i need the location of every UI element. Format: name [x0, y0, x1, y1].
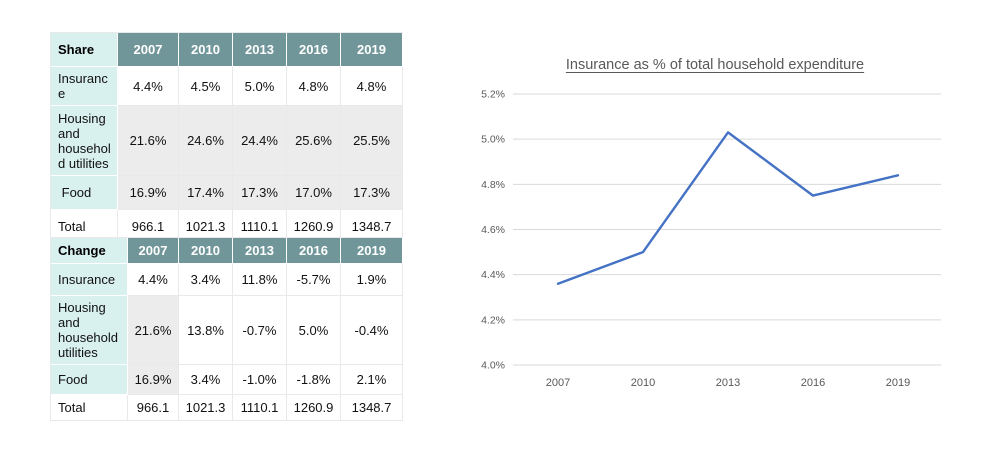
value-cell: 16.9%	[118, 176, 179, 210]
year-header-cell: 2019	[341, 33, 403, 67]
value-cell: 1.9%	[341, 264, 403, 296]
share-table: Share 2007 2010 2013 2016 2019 Insurance 4.4% 4.…	[50, 32, 403, 244]
value-cell: 24.6%	[179, 106, 233, 176]
value-cell: 13.8%	[179, 296, 233, 365]
year-header-cell: 2016	[287, 238, 341, 264]
chart-title: Insurance as % of total household expend…	[565, 57, 865, 73]
y-axis-tick-label: 5.0%	[481, 134, 505, 146]
year-header-cell: 2010	[179, 33, 233, 67]
row-label-cell: Housing and household utilities	[51, 296, 128, 365]
year-header-cell: 2019	[341, 238, 403, 264]
value-cell: -0.7%	[233, 296, 287, 365]
value-cell: 17.3%	[341, 176, 403, 210]
year-header-cell: 2007	[128, 238, 179, 264]
value-cell: 17.0%	[287, 176, 341, 210]
value-cell: 21.6%	[118, 106, 179, 176]
x-axis-tick-label: 2010	[631, 377, 655, 389]
value-cell: 25.6%	[287, 106, 341, 176]
table-row: Food 16.9% 17.4% 17.3% 17.0% 17.3%	[51, 176, 403, 210]
value-cell: 5.0%	[233, 67, 287, 106]
value-cell: 16.9%	[128, 365, 179, 395]
value-cell: 3.4%	[179, 365, 233, 395]
value-cell: 5.0%	[287, 296, 341, 365]
value-cell: 4.8%	[341, 67, 403, 106]
value-cell: 966.1	[128, 395, 179, 421]
change-table: Change 2007 2010 2013 2016 2019 Insurance 4.4% 3…	[50, 237, 403, 421]
table-title-cell: Change	[51, 238, 128, 264]
y-axis-tick-label: 4.0%	[481, 360, 505, 372]
value-cell: 4.4%	[128, 264, 179, 296]
row-label-cell: Food	[51, 176, 118, 210]
value-cell: 1348.7	[341, 395, 403, 421]
y-axis-tick-label: 5.2%	[481, 89, 505, 101]
x-axis-tick-label: 2013	[716, 377, 740, 389]
year-header-cell: 2010	[179, 238, 233, 264]
y-axis-tick-label: 4.2%	[481, 314, 505, 326]
value-cell: 1021.3	[179, 395, 233, 421]
year-header-cell: 2013	[233, 33, 287, 67]
value-cell: -5.7%	[287, 264, 341, 296]
value-cell: -0.4%	[341, 296, 403, 365]
value-cell: 17.3%	[233, 176, 287, 210]
value-cell: 2.1%	[341, 365, 403, 395]
value-cell: 4.4%	[118, 67, 179, 106]
x-axis-tick-label: 2019	[886, 377, 910, 389]
table-title-cell: Share	[51, 33, 118, 67]
value-cell: 1110.1	[233, 395, 287, 421]
value-cell: 21.6%	[128, 296, 179, 365]
value-cell: 3.4%	[179, 264, 233, 296]
y-axis-tick-label: 4.4%	[481, 269, 505, 281]
row-label-cell: Total	[51, 395, 128, 421]
table-row: Housing and household utilities 21.6% 13.8…	[51, 296, 403, 365]
table-row: Food 16.9% 3.4% -1.0% -1.8% 2.1%	[51, 365, 403, 395]
value-cell: 11.8%	[233, 264, 287, 296]
value-cell: 1260.9	[287, 395, 341, 421]
table-row: Insurance 4.4% 4.5% 5.0% 4.8% 4.8%	[51, 67, 403, 106]
y-axis-tick-label: 4.8%	[481, 179, 505, 191]
year-header-cell: 2007	[118, 33, 179, 67]
year-header-cell: 2013	[233, 238, 287, 264]
row-label-cell: Housing and househol d utilities	[51, 106, 118, 176]
value-cell: 25.5%	[341, 106, 403, 176]
x-axis-tick-label: 2007	[546, 377, 570, 389]
value-cell: 4.8%	[287, 67, 341, 106]
row-label-cell: Insurance	[51, 264, 128, 296]
year-header-cell: 2016	[287, 33, 341, 67]
series-line	[556, 131, 900, 285]
table-row: Housing and househol d utilities 21.6% 24.…	[51, 106, 403, 176]
y-axis-tick-label: 4.6%	[481, 224, 505, 236]
row-label-cell: Food	[51, 365, 128, 395]
x-axis-tick-label: 2016	[801, 377, 825, 389]
value-cell: 4.5%	[179, 67, 233, 106]
value-cell: 17.4%	[179, 176, 233, 210]
value-cell: -1.8%	[287, 365, 341, 395]
value-cell: -1.0%	[233, 365, 287, 395]
value-cell: 24.4%	[233, 106, 287, 176]
row-label-cell: Insurance	[51, 67, 118, 106]
table-row: Insurance 4.4% 3.4% 11.8% -5.7% 1.9%	[51, 264, 403, 296]
table-row: Total 966.1 1021.3 1110.1 1260.9 1348.7	[51, 395, 403, 421]
line-chart-canvas: 4.0% 4.2% 4.4% 4.6% 4.8% 5.0% 5.2% 2007 2010 2013…	[481, 89, 941, 389]
